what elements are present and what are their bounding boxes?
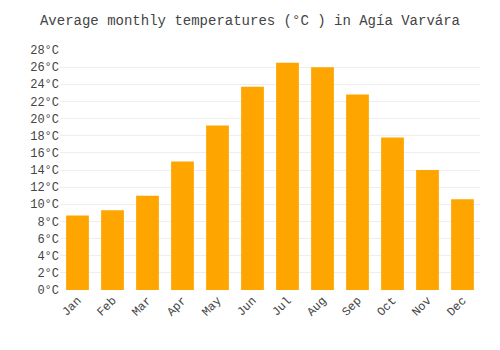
svg-text:Oct: Oct: [374, 294, 399, 319]
svg-text:26°C: 26°C: [30, 61, 59, 75]
svg-text:Nov: Nov: [409, 294, 434, 319]
svg-text:14°C: 14°C: [30, 164, 59, 178]
svg-text:18°C: 18°C: [30, 130, 59, 144]
svg-text:12°C: 12°C: [30, 181, 59, 195]
svg-text:8°C: 8°C: [37, 216, 59, 230]
svg-text:Sep: Sep: [339, 294, 364, 319]
svg-text:Feb: Feb: [94, 294, 119, 319]
svg-text:6°C: 6°C: [37, 233, 59, 247]
svg-text:Jun: Jun: [234, 294, 259, 319]
svg-text:Average monthly temperatures (: Average monthly temperatures (°C ) in Ag…: [40, 13, 460, 29]
svg-text:Mar: Mar: [129, 294, 154, 319]
svg-text:22°C: 22°C: [30, 96, 59, 110]
svg-text:2°C: 2°C: [37, 267, 59, 281]
svg-text:10°C: 10°C: [30, 198, 59, 212]
svg-text:28°C: 28°C: [30, 44, 59, 58]
svg-text:Jul: Jul: [269, 294, 294, 319]
svg-text:Apr: Apr: [164, 294, 189, 319]
svg-text:0°C: 0°C: [37, 284, 59, 298]
svg-text:Jan: Jan: [59, 294, 84, 319]
svg-text:20°C: 20°C: [30, 113, 59, 127]
svg-text:4°C: 4°C: [37, 250, 59, 264]
svg-text:24°C: 24°C: [30, 78, 59, 92]
svg-text:Aug: Aug: [304, 294, 329, 319]
svg-text:May: May: [199, 294, 224, 319]
svg-text:Dec: Dec: [444, 294, 469, 319]
svg-text:16°C: 16°C: [30, 147, 59, 161]
